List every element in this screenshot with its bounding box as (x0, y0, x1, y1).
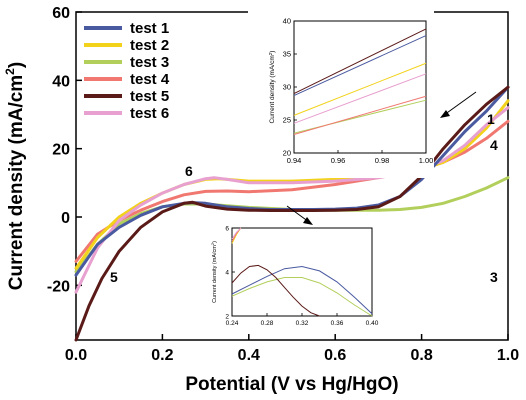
inset-top-y-tick-label: 20 (283, 149, 291, 158)
inset-bottom-y-tick-label: 6 (225, 226, 229, 233)
y-tick-label: -20 (47, 278, 70, 295)
inset-bottom-y-tick-label: 4 (225, 270, 229, 277)
inset-top-background (248, 8, 434, 178)
legend-label-5: test 5 (130, 88, 169, 105)
y-ticks: -20 0 20 40 60 (47, 5, 82, 295)
y-tick-label: 40 (52, 73, 70, 90)
inset-bottom-ylabel-sup: 2 (210, 242, 215, 245)
inset-top-x-tick-label: 0.98 (375, 156, 390, 165)
inset-bottom-series-5 (231, 264, 320, 317)
arrow-to-bottom-inset (286, 205, 310, 223)
x-tick-label: 0.2 (151, 347, 173, 364)
x-tick-label: 0.4 (238, 347, 260, 364)
arrow-head-bottom-inset (303, 217, 313, 225)
y-axis-label-sup: 2 (3, 68, 17, 75)
inset-top-series-6 (293, 73, 427, 124)
inset-bottom-y-tick-label: 2 (225, 314, 229, 321)
legend-label-2: test 2 (130, 37, 169, 54)
series-end-label-3: 3 (490, 269, 498, 285)
arrow-to-top-inset (443, 91, 477, 116)
inset-bottom-ylabel: Current density (mA/cm2) (210, 241, 218, 303)
y-tick-label: 20 (52, 142, 70, 159)
inset-top-series-4 (293, 95, 427, 136)
inset-top-ylabel-sup: 2 (268, 52, 273, 55)
inset-top-ylabel-tail: ) (269, 51, 276, 53)
x-tick-label: 0.0 (65, 347, 87, 364)
inset-top-x-tick-label: 0.96 (331, 156, 346, 165)
y-axis-label-tail: ) (6, 62, 27, 68)
series-end-label-5: 5 (110, 269, 118, 285)
arrow-head-top-inset (440, 110, 450, 118)
y-axis-label: Current density (mA/cm2) (3, 62, 27, 290)
inset-bottom-center: Current density (mA/cm2) 0.24 0.28 0.32 0.3… (196, 222, 382, 334)
inset-bottom-ylabel-tail: ) (212, 241, 218, 243)
series-line-6 (74, 106, 510, 294)
inset-bottom-x-tick-label: 0.32 (296, 320, 309, 327)
inset-pointer-arrows (286, 91, 477, 225)
inset-top-series-2 (293, 62, 427, 116)
inset-top-x-tick-label: 0.94 (287, 156, 302, 165)
inset-top-y-tick-label: 25 (283, 116, 291, 125)
inset-top-content: 0.94 0.96 0.98 1.00 20 25 30 35 40 (283, 17, 434, 166)
inset-top-series-1 (293, 35, 427, 97)
y-tick-label: 60 (52, 5, 70, 22)
legend-label-6: test 6 (130, 105, 169, 122)
inset-top-ylabel: Current density (mA/cm2) (268, 51, 276, 124)
inset-bottom-x-tick-label: 0.28 (261, 320, 274, 327)
inset-bottom-content: 0.24 0.28 0.32 0.36 0.40 2 4 6 (225, 226, 378, 328)
inset-bottom-series-3 (231, 277, 373, 317)
inset-top-ylabel-main: Current density (mA/cm (269, 55, 276, 123)
legend-label-3: test 3 (130, 54, 169, 71)
y-tick-label: 0 (61, 210, 70, 227)
inset-bottom-x-tick-label: 0.36 (331, 320, 344, 327)
x-tick-label: 1.0 (497, 347, 519, 364)
inset-top-x-tick-label: 1.00 (419, 156, 434, 165)
inset-bottom-x-tick-label: 0.24 (226, 320, 239, 327)
inset-bottom-ylabel-main: Current density (mA/cm (212, 245, 218, 303)
inset-top-right: Current density (mA/cm2) 0.94 0.96 0.98 1.0… (248, 8, 434, 178)
legend-label-1: test 1 (130, 20, 169, 37)
inset-top-y-tick-label: 30 (283, 83, 291, 92)
inset-bottom-series-1 (231, 265, 373, 315)
series-end-label-1: 1 (487, 111, 495, 127)
legend-label-4: test 4 (130, 71, 170, 88)
series-end-label-4: 4 (490, 137, 498, 153)
series-end-label-6: 6 (185, 163, 193, 179)
x-ticks: 0.0 0.2 0.4 0.6 0.8 1.0 (65, 334, 519, 364)
y-axis-label-main: Current density (mA/cm (6, 75, 27, 290)
inset-top-y-tick-label: 35 (283, 50, 291, 59)
inset-top-y-tick-label: 40 (283, 17, 291, 26)
inset-top-series-5 (293, 28, 427, 95)
x-tick-label: 0.8 (410, 347, 432, 364)
inset-bottom-x-tick-label: 0.40 (366, 320, 379, 327)
x-axis-label: Potential (V vs Hg/HgO) (185, 374, 398, 395)
inset-bottom-series-6 (231, 227, 242, 240)
x-tick-label: 0.6 (324, 347, 346, 364)
